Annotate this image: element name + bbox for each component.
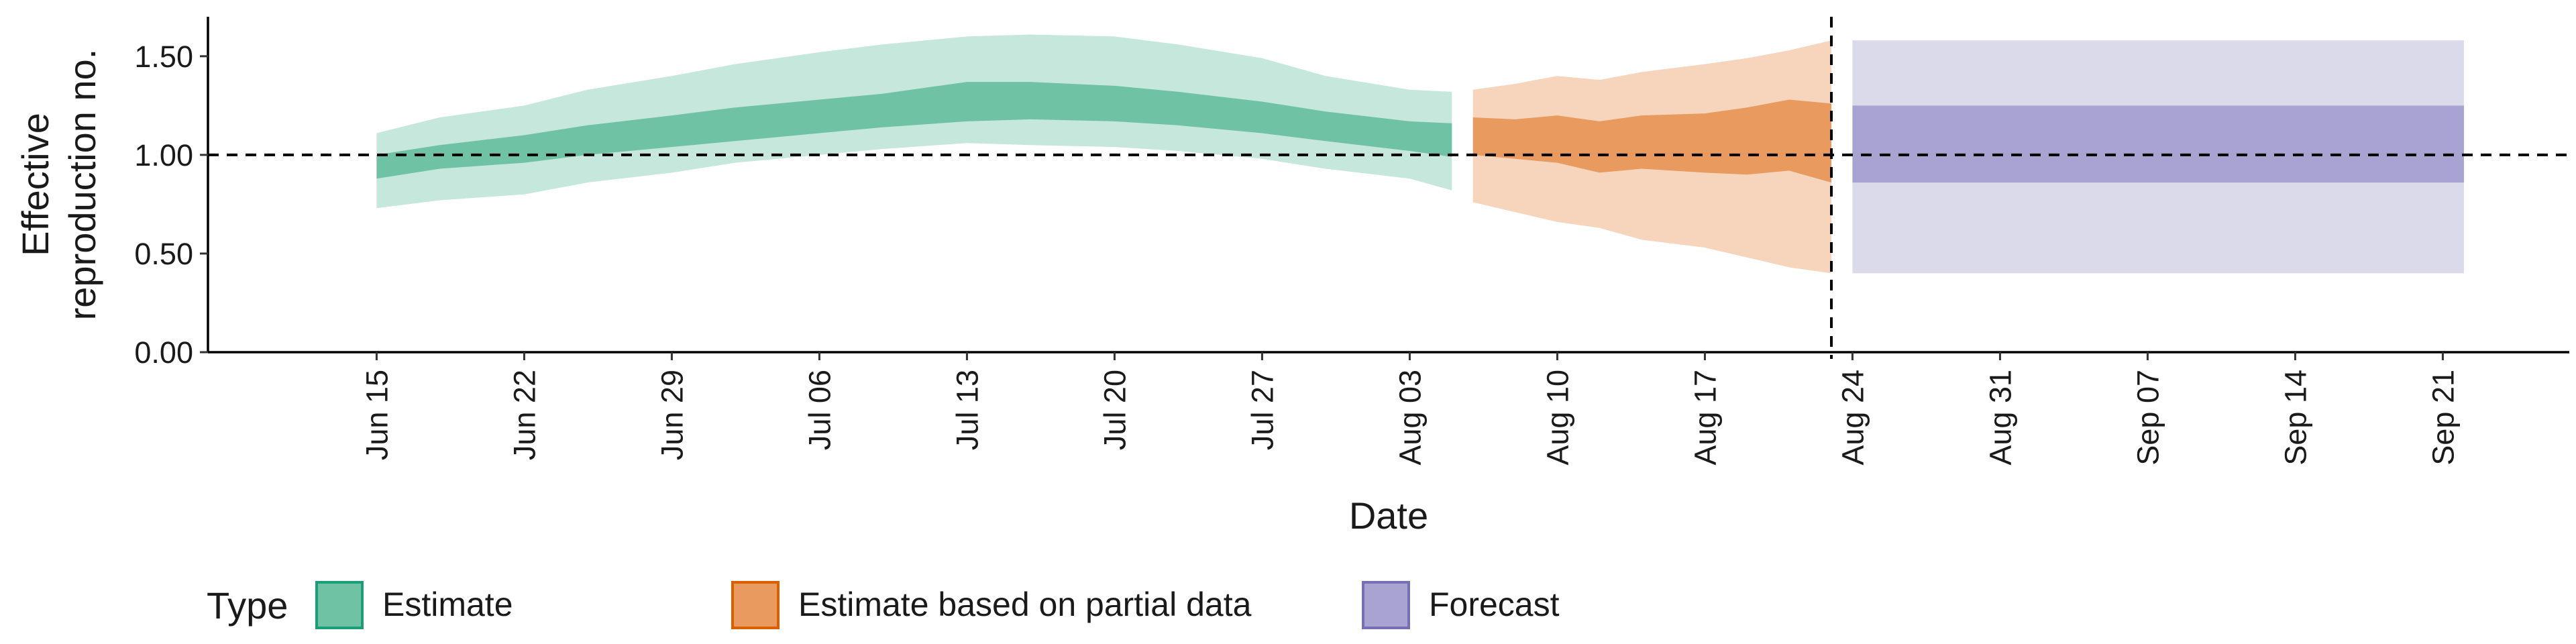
x-axis-ticks: Jun 15 Jun 22 Jun 29 Jul 06 Jul 13 Jul 20 Jul …: [360, 352, 2460, 466]
legend-label-estimate-based-on-partial-data: Estimate based on partial data: [798, 586, 1252, 623]
reference-lines: [208, 17, 2569, 359]
legend: Type Estimate Estimate based on partial d…: [207, 581, 1560, 629]
y-axis-ticks: 0.00 0.50 1.00 1.50: [134, 40, 208, 370]
x-tick-label: Aug 03: [1393, 370, 1427, 466]
x-tick-label: Sep 21: [2426, 370, 2460, 466]
x-tick-label: Jun 29: [655, 370, 689, 460]
y-tick-label: 0.00: [134, 335, 193, 370]
x-tick-label: Jul 27: [1245, 370, 1279, 450]
x-tick-label: Aug 17: [1688, 370, 1722, 466]
legend-title: Type: [207, 584, 288, 627]
legend-key-estimate-based-on-partial-data: [731, 581, 780, 629]
estimate-based-on-partial-data-inner-band: [1472, 99, 1831, 183]
ribbon-layer: [376, 34, 2464, 274]
legend-key-forecast: [1362, 581, 1410, 629]
x-tick-label: Jul 06: [802, 370, 837, 450]
legend-label-estimate: Estimate: [382, 586, 513, 623]
x-tick-label: Jun 22: [507, 370, 541, 460]
y-tick-label: 1.00: [134, 138, 193, 172]
forecast-inner-band: [1852, 105, 2464, 183]
axes: [207, 17, 2569, 354]
y-axis-title-line-2: reproduction no.: [61, 49, 103, 321]
x-tick-label: Jul 13: [950, 370, 984, 450]
estimate-inner-band: [376, 82, 1452, 179]
y-axis-title-line-1: Effective: [14, 113, 56, 256]
y-tick-label: 0.50: [134, 237, 193, 271]
x-tick-label: Jun 15: [360, 370, 394, 460]
legend-label-forecast: Forecast: [1429, 586, 1560, 623]
x-axis-title: Date: [1349, 494, 1428, 537]
y-tick-label: 1.50: [134, 40, 193, 74]
x-tick-label: Jul 20: [1097, 370, 1132, 450]
x-tick-label: Aug 24: [1835, 370, 1870, 466]
x-tick-label: Sep 07: [2131, 370, 2165, 466]
x-tick-label: Aug 10: [1540, 370, 1574, 466]
x-tick-label: Aug 31: [1983, 370, 2017, 466]
x-tick-label: Sep 14: [2278, 370, 2312, 466]
legend-key-estimate: [315, 581, 364, 629]
